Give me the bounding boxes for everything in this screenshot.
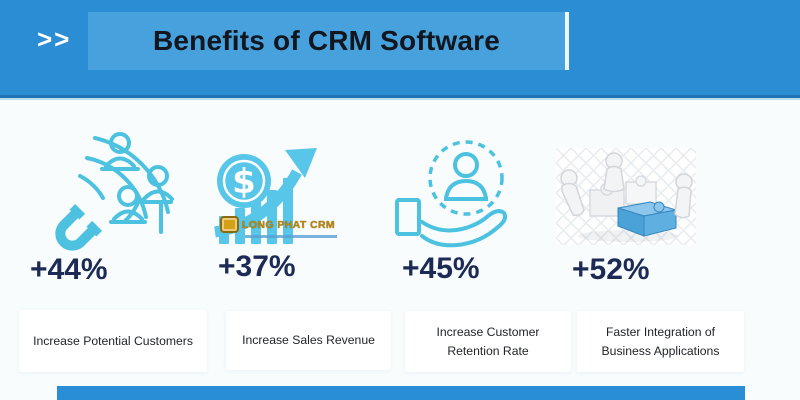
title-box: Benefits of CRM Software [88, 12, 569, 70]
page-title: Benefits of CRM Software [152, 25, 501, 56]
watermark-brand: LONG PHAT CRM [242, 218, 336, 231]
watermark: LONG PHAT CRM [220, 216, 335, 233]
header-divider-dark [0, 95, 800, 98]
header-banner: >> Benefits of CRM Software [0, 0, 800, 95]
stat-value-integration: +52% [572, 253, 650, 286]
stat-label-card-integration: Faster Integration of Business Applicati… [577, 311, 744, 372]
header-divider-light [0, 98, 800, 100]
stat-value-potential-customers: +44% [30, 253, 108, 286]
svg-text:$: $ [232, 162, 256, 202]
stat-value-sales-revenue: +37% [218, 250, 296, 283]
footer-accent-bar [57, 386, 745, 400]
hand-holding-customer-icon [395, 140, 508, 248]
stat-value-retention-rate: +45% [402, 252, 480, 285]
teamwork-puzzle-figures-icon [556, 148, 696, 245]
watermark-tagline-line [245, 235, 337, 238]
double-chevron-icon: >> [37, 24, 72, 54]
stat-label-card-sales-revenue: Increase Sales Revenue [226, 311, 391, 370]
watermark-logo-icon [220, 216, 239, 233]
magnet-attracting-customers-icon [55, 132, 174, 251]
stat-label-card-retention-rate: Increase Customer Retention Rate [405, 311, 571, 372]
stat-label-card-potential-customers: Increase Potential Customers [19, 310, 207, 372]
